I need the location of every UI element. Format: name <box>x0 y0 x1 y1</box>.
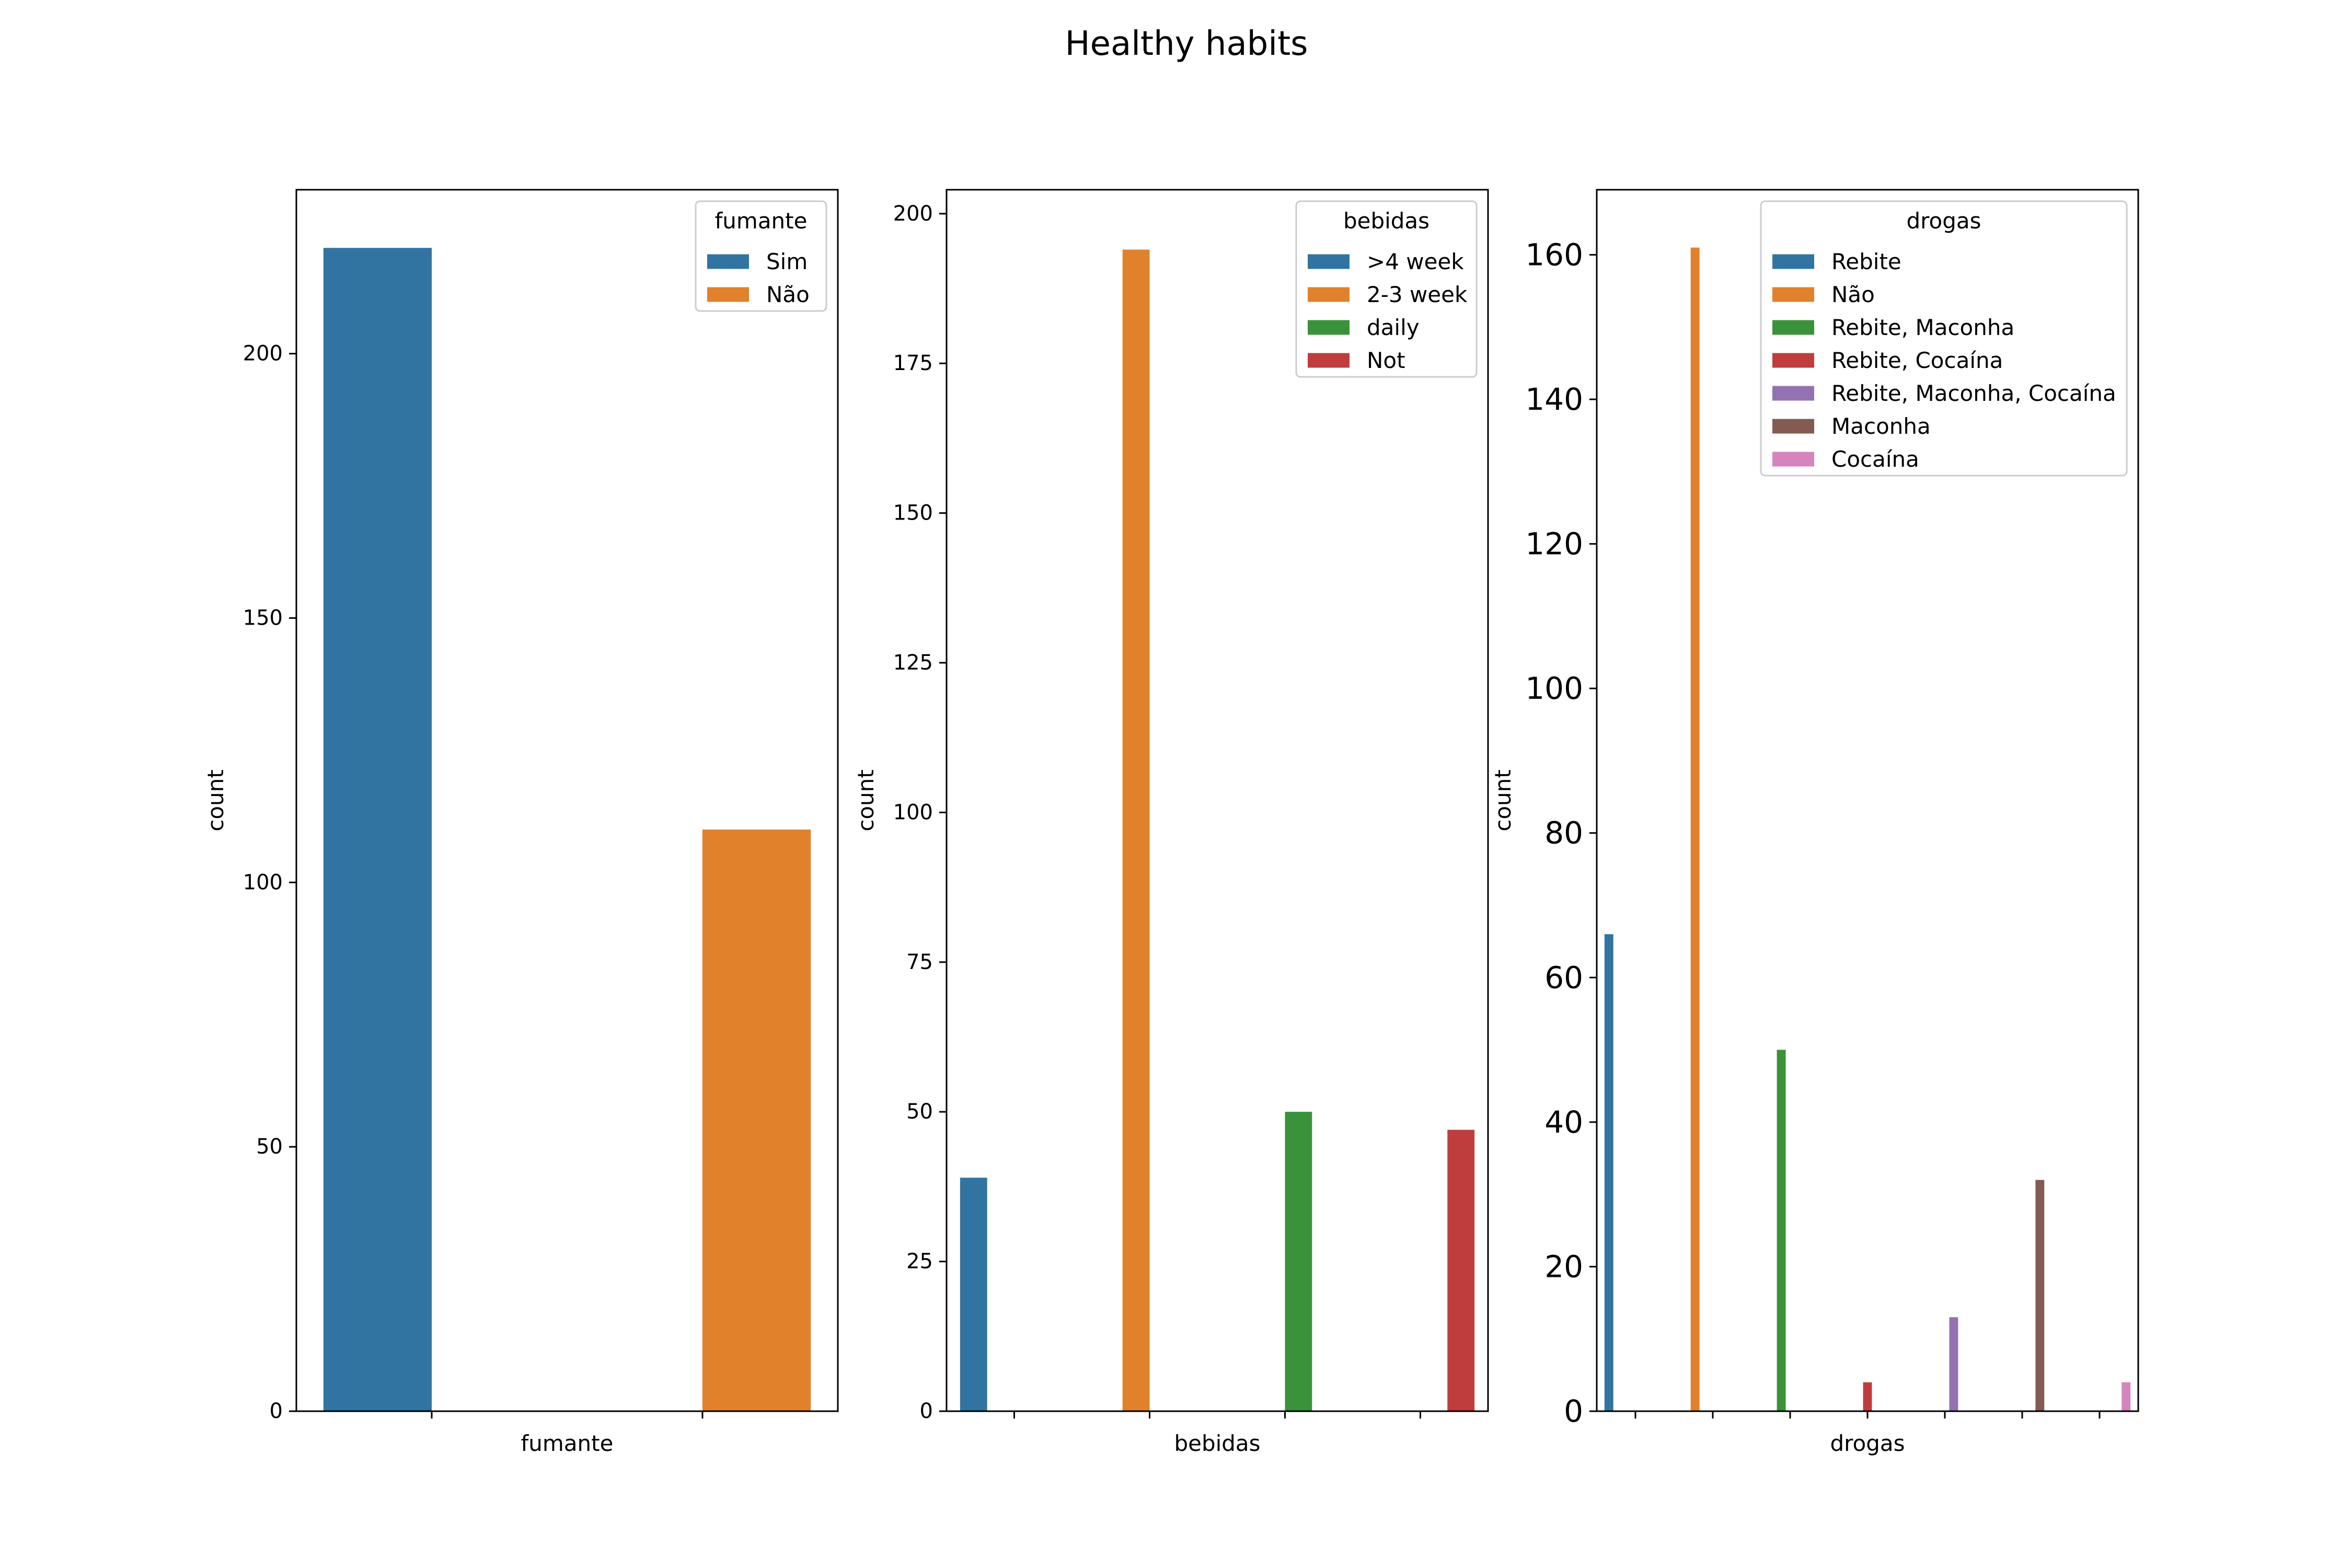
legend-swatch <box>1772 386 1814 401</box>
y-tick-label: 100 <box>1525 671 1583 706</box>
legend-swatch <box>1772 254 1814 269</box>
bar-Não <box>702 829 811 1411</box>
legend-entry: Rebite, Maconha <box>1831 315 2014 340</box>
legend-entry: Rebite, Cocaína <box>1831 348 2003 373</box>
y-tick-label: 160 <box>1525 237 1583 272</box>
legend-title: drogas <box>1907 208 1981 234</box>
bar-Rebite <box>1604 934 1613 1411</box>
y-tick-label: 120 <box>1525 526 1583 562</box>
bar-daily <box>1285 1112 1312 1411</box>
legend-box <box>695 200 827 312</box>
y-tick-label: 0 <box>920 1399 933 1423</box>
legend-swatch <box>707 254 749 269</box>
bar-Maconha <box>2035 1180 2045 1411</box>
legend-swatch <box>707 287 749 302</box>
legend-entry: daily <box>1367 315 1420 340</box>
subplot-drogas: 020406080100120140160drogascountdrogasRe… <box>1490 189 2139 1456</box>
bar-Cocaína <box>2122 1382 2131 1411</box>
legend-entry: Rebite <box>1831 249 1901 274</box>
legend-entry: Não <box>766 282 810 307</box>
legend-entry: Maconha <box>1831 413 1931 439</box>
bar-Não <box>1690 247 1700 1412</box>
legend-swatch <box>1308 254 1350 269</box>
bar-Rebite, Maconha, Cocaína <box>1949 1317 1958 1411</box>
y-tick-label: 0 <box>1564 1393 1583 1429</box>
bar-Rebite, Cocaína <box>1863 1382 1872 1411</box>
y-tick-label: 50 <box>906 1100 933 1124</box>
x-axis-label: fumante <box>521 1431 614 1456</box>
legend: bebidas >4 week 2-3 week daily Not <box>1295 200 1478 378</box>
y-tick-label: 175 <box>893 351 933 375</box>
figure-title: Healthy habits <box>1065 25 1308 63</box>
y-tick-label: 0 <box>270 1399 283 1423</box>
y-tick-label: 75 <box>906 950 933 974</box>
axes-frame <box>946 189 1489 1412</box>
legend-entry: Not <box>1367 348 1405 373</box>
legend: fumante Sim Não <box>695 200 827 312</box>
y-tick-label: 200 <box>243 342 283 366</box>
y-axis-label: count <box>203 769 228 832</box>
legend-swatch <box>1772 287 1814 302</box>
x-axis-label: drogas <box>1830 1431 1905 1456</box>
legend-entry: Rebite, Maconha, Cocaína <box>1831 381 2116 406</box>
axes-frame <box>295 189 839 1412</box>
y-tick-label: 20 <box>1544 1249 1583 1284</box>
subplot-fumante: 0 50 100 150 200 fumante count fumante Sim Não <box>203 189 839 1456</box>
y-tick-label: 200 <box>893 202 933 226</box>
y-axis-label: count <box>1490 769 1516 832</box>
legend-swatch <box>1308 353 1350 368</box>
legend-swatch <box>1308 320 1350 335</box>
bar->4 week <box>960 1178 987 1411</box>
legend-entry: >4 week <box>1367 249 1464 274</box>
bar-2-3 week <box>1122 249 1150 1411</box>
legend-entry: Não <box>1831 282 1875 307</box>
legend-swatch <box>1772 419 1814 434</box>
legend-title: bebidas <box>1343 208 1429 234</box>
legend-swatch <box>1772 452 1814 467</box>
legend-swatch <box>1772 353 1814 368</box>
x-axis-label: bebidas <box>1174 1431 1260 1456</box>
y-tick-label: 60 <box>1544 960 1583 995</box>
y-tick-label: 50 <box>256 1135 283 1159</box>
legend-box <box>1760 200 2128 477</box>
bar-Sim <box>323 248 432 1411</box>
y-tick-label: 125 <box>893 651 933 675</box>
y-axis-label: count <box>853 769 879 832</box>
y-tick-label: 80 <box>1544 815 1583 851</box>
legend-entry: Cocaína <box>1831 446 1919 472</box>
legend-swatch <box>1772 320 1814 335</box>
subplots: 050100150200fumantecountfumanteSimNão025… <box>203 189 2139 1456</box>
y-tick-label: 100 <box>243 870 283 894</box>
y-tick-label: 150 <box>243 606 283 630</box>
bar-Not <box>1447 1129 1475 1411</box>
legend-title: fumante <box>715 208 808 234</box>
legend-entry: 2-3 week <box>1367 282 1468 307</box>
y-tick-label: 25 <box>906 1250 933 1274</box>
y-tick-label: 140 <box>1525 382 1583 417</box>
bar-Rebite, Maconha <box>1777 1050 1786 1411</box>
y-tick-label: 100 <box>893 800 933 824</box>
subplot-bebidas: 0 25 50 75 100 125 150 175 200 bebidas count bebida… <box>853 189 1489 1456</box>
legend-swatch <box>1308 287 1350 302</box>
y-tick-label: 150 <box>893 501 933 525</box>
legend-entry: Sim <box>766 249 808 274</box>
y-tick-label: 40 <box>1544 1104 1583 1140</box>
